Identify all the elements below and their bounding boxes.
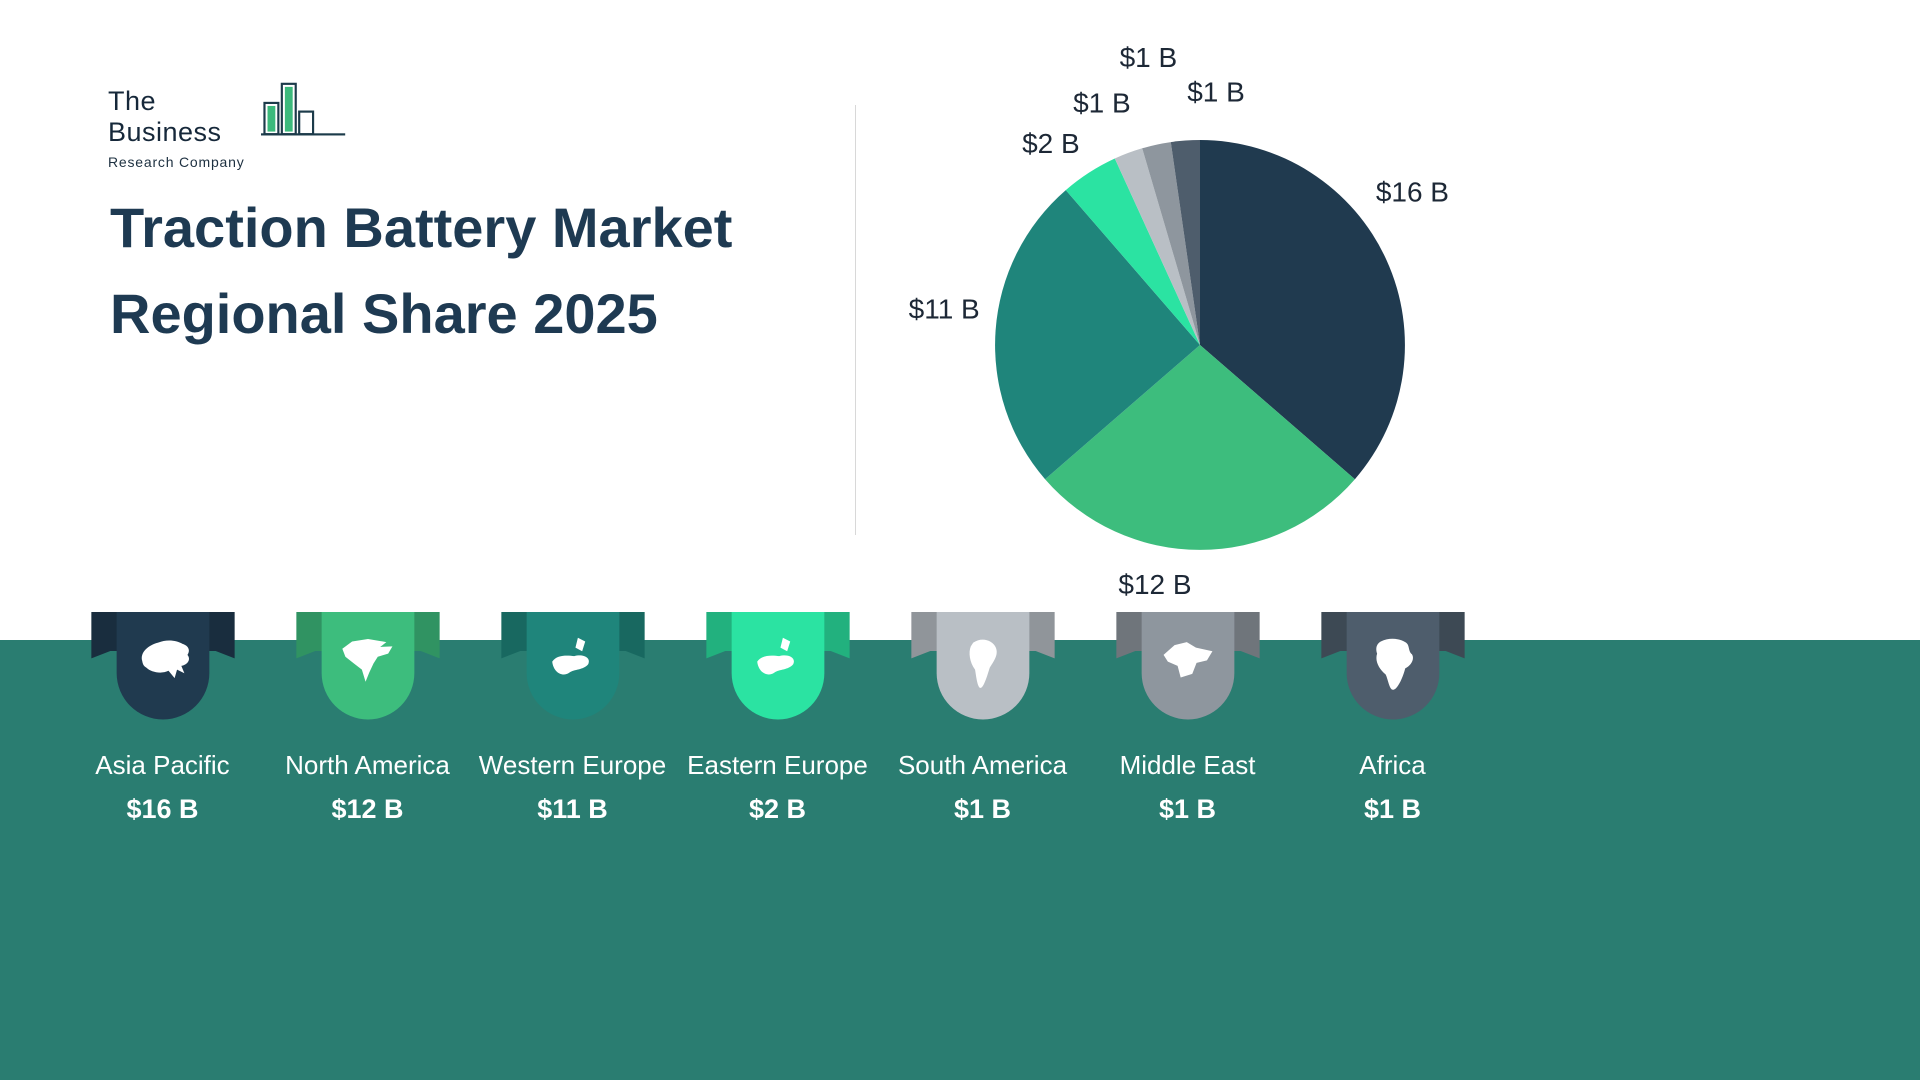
legend-region-value: $1 B: [953, 794, 1012, 824]
asia-pacific-badge: [89, 612, 237, 730]
pie-slice-western-europe: [995, 190, 1200, 480]
legend-region-name: Western Europe: [478, 750, 667, 780]
africa-map-icon: [1375, 638, 1413, 690]
legend-region-name: Middle East: [1119, 750, 1256, 780]
legend-region-value: $1 B: [1363, 794, 1422, 824]
logo-text-primary: The Business: [108, 86, 222, 147]
pie-slice-north-america: [1045, 345, 1355, 550]
middle-east-badge: [1114, 612, 1262, 730]
legend-item-middle-east: Middle East $1 B: [1085, 612, 1290, 825]
legend-item-north-america: North America $12 B: [265, 612, 470, 825]
bar-chart-logo-icon: [261, 82, 346, 136]
pie-chart-svg: $16 B $12 B $11 B $2 B $1 B $1 B $1 B: [909, 42, 1449, 600]
legend-region-value: $11 B: [537, 794, 608, 824]
legend-region-name: Africa: [1359, 750, 1426, 780]
divider-line: [855, 105, 856, 535]
pie-label-south-america: $1 B: [1073, 88, 1131, 119]
legend-region-name: Asia Pacific: [95, 750, 230, 780]
legend: Asia Pacific $16 B North America $12 B Weste…: [60, 612, 1495, 825]
north-america-map-icon: [341, 639, 392, 682]
eastern-europe-badge: [704, 612, 852, 730]
pie-slice-middle-east: [1142, 142, 1200, 345]
legend-region-value: $2 B: [748, 794, 807, 824]
legend-region-value: $12 B: [331, 794, 404, 824]
legend-region-name: Eastern Europe: [687, 750, 868, 780]
north-america-badge: [294, 612, 442, 730]
legend-item-south-america: South America $1 B: [880, 612, 1085, 825]
legend-region-value: $16 B: [126, 794, 199, 824]
pie-label-eastern-europe: $2 B: [1022, 128, 1080, 159]
europe-map-icon: [756, 637, 794, 675]
pie-label-western-europe: $11 B: [909, 293, 980, 324]
pie-slice-africa: [1170, 140, 1200, 345]
legend-item-western-europe: Western Europe $11 B: [470, 612, 675, 825]
pie-label-north-america: $12 B: [1118, 569, 1191, 600]
pie-chart: $16 B $12 B $11 B $2 B $1 B $1 B $1 B: [860, 0, 1560, 640]
pie-label-asia-pacific: $16 B: [1376, 177, 1449, 208]
asia-map-icon: [141, 640, 189, 679]
legend-region-name: South America: [897, 750, 1068, 780]
south-america-badge: [909, 612, 1057, 730]
pie-label-middle-east: $1 B: [1120, 42, 1178, 73]
legend-region-name: North America: [285, 750, 450, 780]
middle-east-map-icon: [1163, 642, 1212, 678]
page-title-line-1: Traction Battery Market: [110, 196, 733, 259]
brand-logo: The Business Research Company: [108, 82, 348, 170]
legend-item-asia-pacific: Asia Pacific $16 B: [60, 612, 265, 825]
page-title: Traction Battery Market Regional Share 2…: [110, 200, 870, 342]
legend-item-eastern-europe: Eastern Europe $2 B: [675, 612, 880, 825]
pie-slice-south-america: [1114, 148, 1200, 345]
legend-region-value: $1 B: [1158, 794, 1217, 824]
africa-badge: [1319, 612, 1467, 730]
brand-logo-text: The Business Research Company: [108, 86, 255, 170]
legend-item-africa: Africa $1 B: [1290, 612, 1495, 825]
pie-slice-eastern-europe: [1065, 158, 1200, 345]
logo-text-secondary: Research Company: [108, 154, 245, 170]
pie-label-africa: $1 B: [1187, 77, 1245, 108]
page-title-line-2: Regional Share 2025: [110, 282, 658, 345]
europe-map-icon: [551, 637, 589, 675]
legend-band: Asia Pacific $16 B North America $12 B Weste…: [0, 612, 1920, 1080]
western-europe-badge: [499, 612, 647, 730]
south-america-map-icon: [969, 639, 997, 688]
pie-slice-asia-pacific: [1200, 140, 1405, 480]
